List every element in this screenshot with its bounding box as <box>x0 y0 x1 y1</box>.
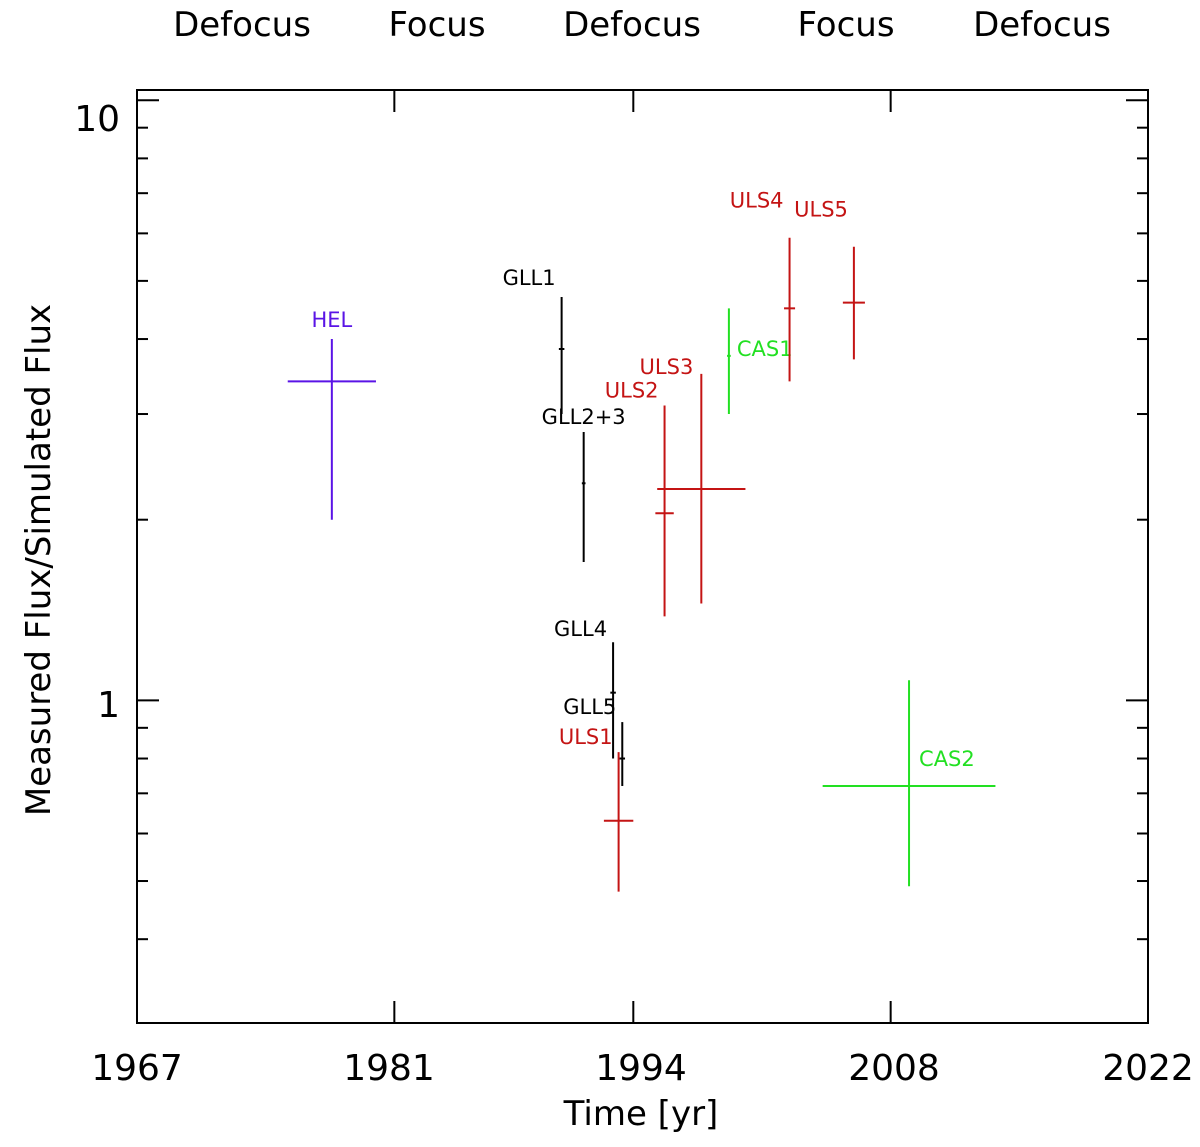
x-tick-label-2022: 2022 <box>1102 1048 1194 1089</box>
data-point-uls3: ULS3 <box>640 355 746 604</box>
point-label: HEL <box>311 308 352 332</box>
point-label: ULS1 <box>559 725 613 749</box>
phase-label-5: Defocus <box>973 5 1111 45</box>
y-tick-label-10: 10 <box>74 99 120 140</box>
data-point-gll1: GLL1 <box>503 266 565 415</box>
point-label: GLL2+3 <box>542 405 626 429</box>
data-point-cas1: CAS1 <box>727 308 793 415</box>
y-tick-label-1: 1 <box>97 685 120 726</box>
point-label: GLL1 <box>503 266 556 290</box>
y-axis-title: Measured Flux/Simulated Flux <box>19 304 59 816</box>
phase-label-2: Focus <box>388 5 485 45</box>
data-point-gll2-3: GLL2+3 <box>542 405 626 563</box>
point-label: ULS4 <box>730 189 784 213</box>
plot-frame <box>136 89 1149 1024</box>
x-tick-label-1994: 1994 <box>595 1048 687 1089</box>
data-point-gll4: GLL4 <box>554 617 616 759</box>
data-point-uls1: ULS1 <box>559 725 634 892</box>
point-label: ULS2 <box>605 378 659 402</box>
point-label: GLL5 <box>563 695 616 719</box>
x-axis-title: Time [yr] <box>563 1094 719 1134</box>
x-tick-label-1981: 1981 <box>343 1048 435 1089</box>
data-point-cas2: CAS2 <box>822 680 996 887</box>
point-label: GLL4 <box>554 617 607 641</box>
point-label: CAS1 <box>737 337 793 361</box>
axis-ticks <box>136 90 1149 1023</box>
data-point-uls2: ULS2 <box>605 378 674 617</box>
data-point-uls5: ULS5 <box>794 198 865 360</box>
data-point-hel: HEL <box>287 308 376 520</box>
phase-label-4: Focus <box>797 5 894 45</box>
x-tick-label-2008: 2008 <box>848 1048 940 1089</box>
point-label: ULS3 <box>640 355 694 379</box>
point-label: CAS2 <box>919 747 975 771</box>
point-label: ULS5 <box>794 198 848 222</box>
x-tick-label-1967: 1967 <box>91 1048 183 1089</box>
phase-label-1: Defocus <box>173 5 311 45</box>
data-point-uls4: ULS4 <box>730 189 796 382</box>
data-point-gll5: GLL5 <box>563 695 626 786</box>
phase-label-3: Defocus <box>563 5 701 45</box>
